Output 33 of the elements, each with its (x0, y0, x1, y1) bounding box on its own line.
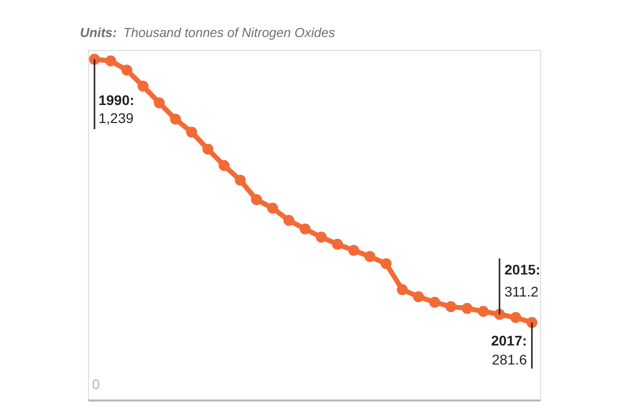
point (218, 160, 230, 171)
point (429, 296, 440, 308)
point (380, 258, 392, 270)
annotation: 2017: 281.6 (491, 332, 528, 368)
point (251, 194, 262, 206)
point (89, 54, 100, 65)
annotation: 2015: 311.2 (504, 261, 540, 300)
point (494, 308, 505, 320)
point (202, 144, 214, 155)
point (186, 126, 198, 138)
point (445, 301, 456, 312)
annotation: 1990: 1,239 (98, 92, 134, 126)
point (526, 317, 538, 328)
point (413, 291, 424, 302)
point (478, 306, 489, 317)
point (364, 251, 376, 262)
point (138, 80, 149, 92)
point (396, 284, 408, 296)
annotation: 0 (92, 376, 100, 392)
point (267, 202, 278, 214)
point (510, 312, 522, 323)
point (170, 114, 181, 125)
point (283, 214, 294, 226)
point (316, 232, 327, 243)
point (121, 64, 132, 76)
chart-title: Units: Thousand tonnes of Nitrogen Oxides (80, 25, 336, 40)
point (154, 97, 165, 108)
point (332, 238, 343, 250)
point (105, 55, 116, 66)
point (462, 302, 473, 314)
point (234, 174, 246, 186)
point (300, 223, 311, 234)
point (348, 244, 360, 256)
